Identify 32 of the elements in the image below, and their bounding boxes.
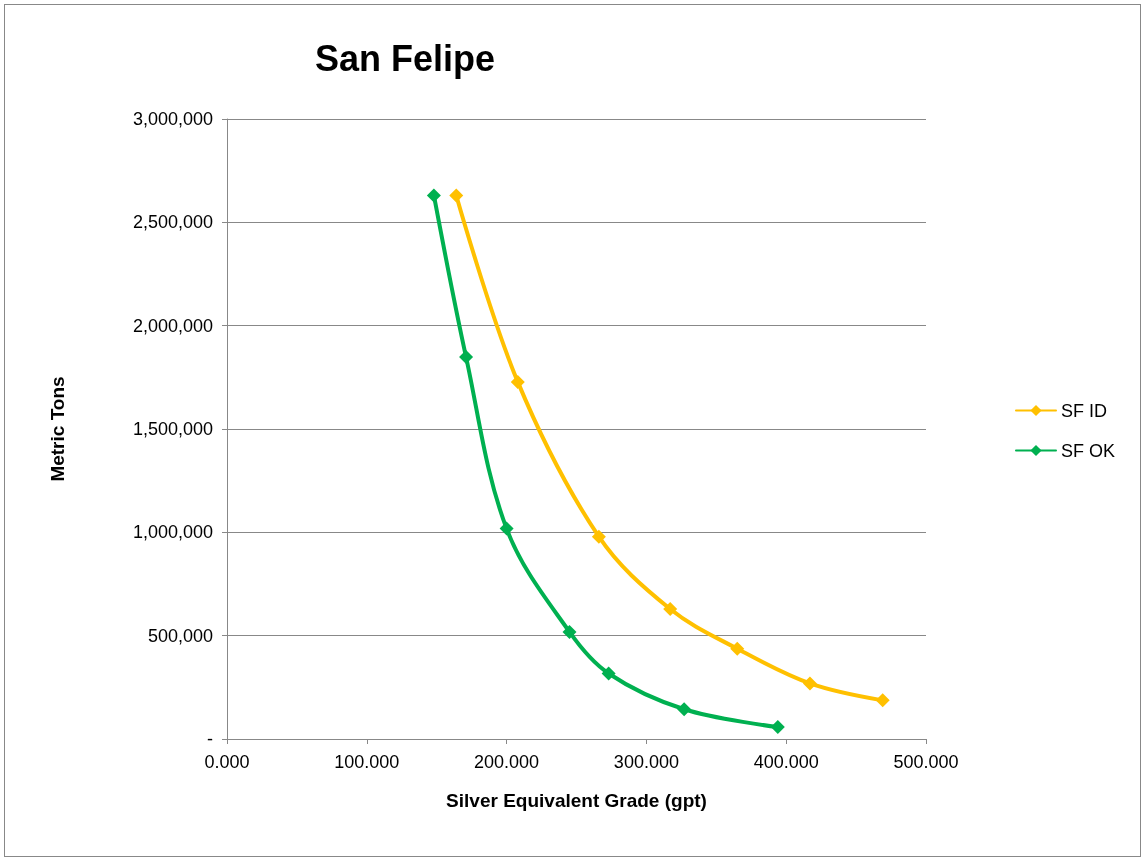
y-tick-label: 3,000,000	[132, 109, 213, 129]
y-tick-label: 2,500,000	[132, 212, 213, 233]
x-tick-label: 0.000	[204, 752, 250, 772]
x-tick-label: 400.000	[753, 752, 819, 772]
point	[449, 188, 464, 203]
y-tick-label: -	[207, 729, 213, 749]
point	[562, 624, 577, 639]
point	[663, 602, 678, 617]
point	[875, 693, 890, 708]
point	[591, 529, 606, 544]
point	[802, 676, 817, 691]
point	[426, 188, 441, 203]
y-tick-label: 2,000,000	[132, 315, 213, 336]
legend-label: SF OK	[1060, 440, 1116, 461]
y-axis-title: Metric Tons	[47, 376, 68, 482]
x-tick-label: 500.000	[893, 752, 959, 772]
point	[459, 350, 474, 365]
point	[677, 702, 692, 717]
point	[730, 641, 745, 656]
legend-label: SF ID	[1060, 400, 1108, 421]
x-tick-label: 100.000	[334, 752, 400, 772]
x-tick-label: 200.000	[474, 752, 540, 772]
point	[499, 521, 514, 536]
x-axis-title: Silver Equivalent Grade (gpt)	[446, 790, 707, 811]
y-tick-label: 500,000	[147, 625, 213, 646]
x-tick-label: 300.000	[613, 752, 679, 772]
y-tick-label: 1,000,000	[132, 522, 213, 543]
point	[601, 666, 616, 681]
point	[770, 720, 785, 735]
chart-title: San Felipe	[314, 37, 496, 79]
point	[510, 374, 525, 389]
y-tick-label: 1,500,000	[132, 419, 213, 439]
